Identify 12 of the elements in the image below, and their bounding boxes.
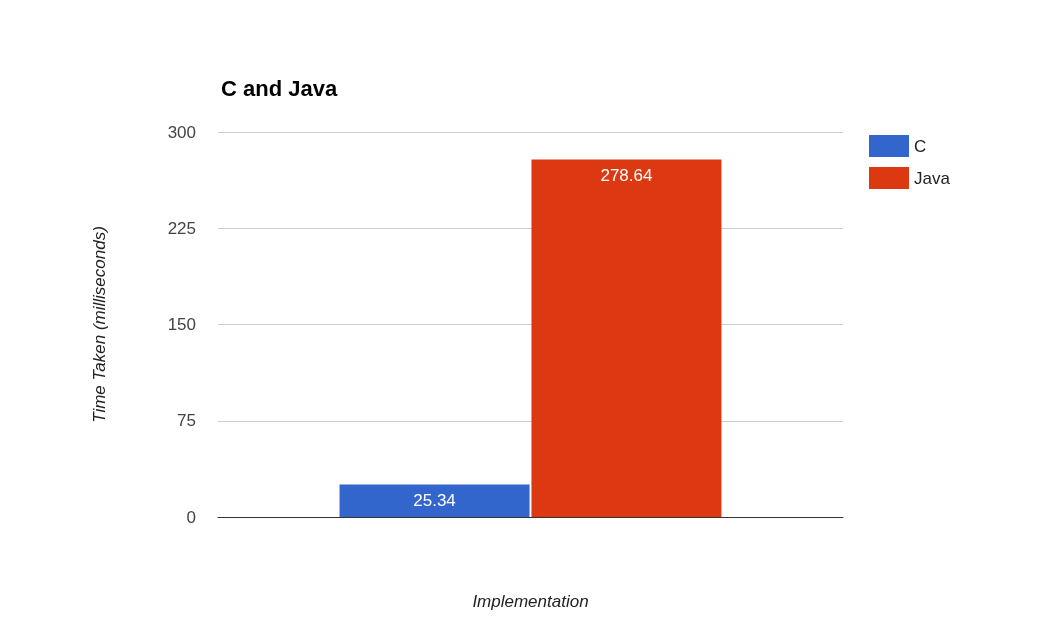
y-tick-label: 150 — [167, 315, 196, 334]
chart-title: C and Java — [221, 75, 338, 101]
y-tick-label: 300 — [167, 122, 196, 142]
legend-label: C — [914, 136, 927, 156]
legend-label: Java — [914, 168, 951, 188]
y-tick-label: 225 — [167, 218, 196, 238]
data-label: 25.34 — [413, 491, 456, 511]
data-label: 278.64 — [600, 166, 653, 186]
y-tick-label: 75 — [177, 411, 196, 431]
x-axis-title: Implementation — [472, 592, 589, 611]
y-axis-title: Time Taken (milliseconds) — [90, 226, 109, 423]
y-tick-label: 0 — [186, 507, 196, 527]
